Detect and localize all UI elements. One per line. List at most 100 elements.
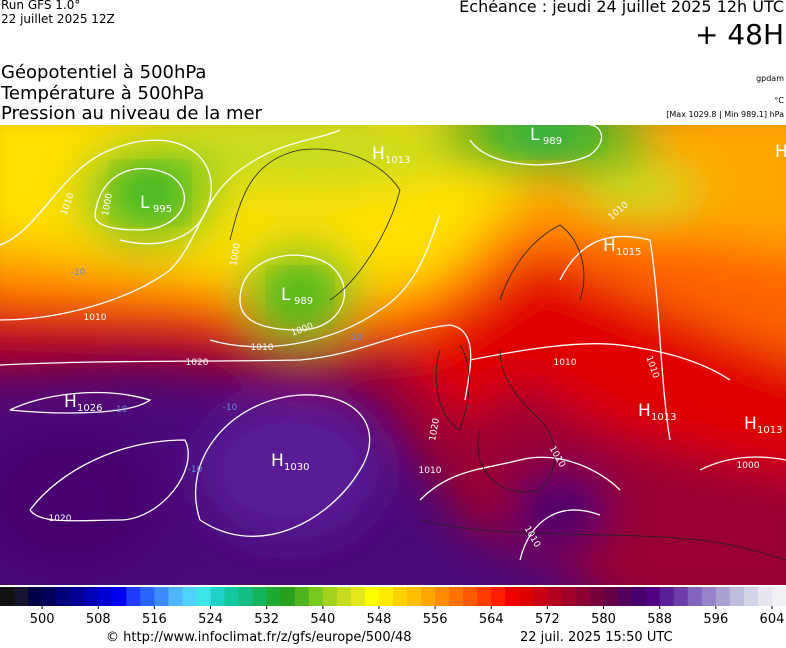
isobar-label: 1000 bbox=[229, 242, 243, 267]
temperature-field bbox=[0, 125, 786, 585]
tick-label: 500 bbox=[30, 612, 55, 627]
center-letter: L bbox=[140, 193, 150, 213]
tick-label: 524 bbox=[198, 612, 223, 627]
color-swatch bbox=[673, 587, 689, 606]
center-pressure: 1013 bbox=[385, 155, 410, 166]
temperature-label: -10 bbox=[188, 465, 203, 475]
temperature-label: -10 bbox=[71, 268, 86, 278]
color-swatch bbox=[42, 587, 57, 606]
color-swatch bbox=[743, 587, 759, 606]
unit-label: [Max 1029.8 | Min 989.1] hPa bbox=[666, 110, 784, 119]
field-title: Géopotentiel à 500hPa bbox=[1, 62, 207, 83]
run-date: 22 juillet 2025 12Z bbox=[1, 12, 115, 26]
color-swatch bbox=[126, 587, 141, 606]
unit-label: °C bbox=[774, 96, 784, 105]
temperature-label: -10 bbox=[113, 405, 128, 415]
color-swatch bbox=[238, 587, 254, 606]
color-swatch bbox=[210, 587, 226, 606]
isobar-label: 1010 bbox=[554, 358, 577, 368]
run-label: Run GFS 1.0° bbox=[1, 0, 81, 12]
color-swatch bbox=[631, 587, 647, 606]
center-pressure: 1030 bbox=[284, 462, 309, 473]
color-swatch bbox=[757, 587, 773, 606]
center-pressure: 995 bbox=[153, 204, 172, 215]
color-swatch bbox=[336, 587, 352, 606]
tick-label: 516 bbox=[142, 612, 167, 627]
isobar-label: 1010 bbox=[419, 466, 442, 476]
isobar-label: 1020 bbox=[186, 358, 209, 368]
center-letter: H bbox=[638, 401, 651, 421]
center-pressure: 1026 bbox=[77, 403, 102, 414]
color-swatch bbox=[491, 587, 506, 606]
tick-label: 548 bbox=[367, 612, 392, 627]
color-swatch bbox=[687, 587, 703, 606]
color-swatch bbox=[505, 587, 520, 606]
tick-label: 532 bbox=[254, 612, 279, 627]
color-swatch bbox=[533, 587, 548, 606]
center-letter: H bbox=[372, 144, 385, 164]
colorbar: 500 508 516 524 532 540 548 556 564 572 580 588 596 6… bbox=[0, 587, 786, 627]
tick-label: 580 bbox=[591, 612, 616, 627]
color-swatch bbox=[463, 587, 478, 606]
color-swatch bbox=[294, 587, 310, 606]
color-swatch bbox=[645, 587, 661, 606]
center-letter: H bbox=[744, 414, 757, 434]
color-swatch bbox=[70, 587, 85, 606]
color-swatch bbox=[280, 587, 296, 606]
temperature-label: -10 bbox=[223, 403, 238, 413]
color-swatch bbox=[0, 587, 15, 606]
center-pressure: 1013 bbox=[757, 425, 782, 436]
color-swatch bbox=[561, 587, 576, 606]
color-swatch bbox=[393, 587, 408, 606]
color-swatch bbox=[154, 587, 169, 606]
isobar-label: 1000 bbox=[101, 192, 115, 217]
field-title: Température à 500hPa bbox=[1, 83, 205, 104]
source-url: © http://www.infoclimat.fr/z/gfs/europe/… bbox=[106, 630, 412, 645]
color-swatch bbox=[252, 587, 268, 606]
isobar-label: 1010 bbox=[251, 343, 274, 353]
temperature-label: -10 bbox=[348, 333, 363, 343]
center-pressure: 1013 bbox=[651, 412, 676, 423]
color-swatch bbox=[449, 587, 464, 606]
isobar-label: 1020 bbox=[49, 514, 72, 524]
color-swatch bbox=[196, 587, 212, 606]
center-pressure: 989 bbox=[543, 136, 562, 147]
center-pressure: 989 bbox=[294, 296, 313, 307]
color-swatch bbox=[14, 587, 29, 606]
field-title: Pression au niveau de la mer bbox=[1, 103, 262, 124]
color-swatch bbox=[701, 587, 717, 606]
tick-label: 540 bbox=[310, 612, 335, 627]
center-letter: H bbox=[64, 392, 77, 412]
color-swatch bbox=[547, 587, 562, 606]
tick-label: 556 bbox=[423, 612, 448, 627]
color-swatch bbox=[224, 587, 240, 606]
generated-time: 22 juil. 2025 15:50 UTC bbox=[520, 630, 673, 645]
valid-time: Echéance : jeudi 24 juillet 2025 12h UTC bbox=[459, 0, 784, 16]
color-swatch bbox=[98, 587, 113, 606]
tick-label: 604 bbox=[760, 612, 785, 627]
center-letter: H bbox=[775, 142, 786, 162]
color-swatch bbox=[168, 587, 183, 606]
color-swatch bbox=[617, 587, 633, 606]
tick-label: 572 bbox=[535, 612, 560, 627]
color-swatch bbox=[28, 587, 43, 606]
color-swatch bbox=[603, 587, 619, 606]
color-swatch bbox=[56, 587, 71, 606]
color-swatch bbox=[266, 587, 282, 606]
isobar-label: 1000 bbox=[737, 461, 760, 471]
color-swatch bbox=[421, 587, 436, 606]
color-swatch bbox=[771, 587, 786, 606]
color-swatch bbox=[84, 587, 99, 606]
center-letter: H bbox=[603, 236, 616, 256]
lead-time: + 48H bbox=[694, 18, 784, 51]
color-swatch bbox=[182, 587, 197, 606]
tick-label: 596 bbox=[703, 612, 728, 627]
color-swatch bbox=[407, 587, 422, 606]
isobars bbox=[0, 125, 786, 561]
color-swatch bbox=[659, 587, 675, 606]
color-swatch bbox=[477, 587, 492, 606]
color-swatch bbox=[729, 587, 745, 606]
isobar-label: 1020 bbox=[428, 417, 442, 442]
